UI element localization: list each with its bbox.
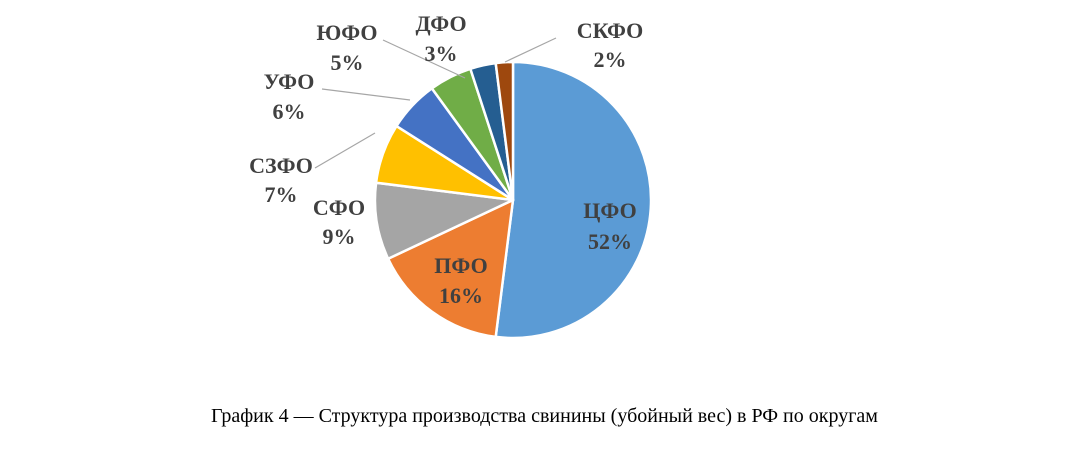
data-label-ПФО: ПФО 16% <box>434 253 487 308</box>
figure-caption: График 4 — Структура производства свинин… <box>211 405 878 427</box>
data-labels: ЦФО 52% ПФО 16% СФО 9% СЗФО 7% УФО 6% ЮФО 5% ДФО 3% СК… <box>249 11 643 308</box>
data-label-value: 9% <box>323 224 356 249</box>
data-label-СЗФО: СЗФО 7% <box>249 153 313 207</box>
pie-slice-ЦФО <box>494 60 653 340</box>
data-label-name: ПФО <box>434 253 487 278</box>
data-label-name: СЗФО <box>249 153 313 178</box>
data-label-value: 5% <box>331 50 364 75</box>
leader-line-УФО <box>321 88 411 101</box>
data-label-СКФО: СКФО 2% <box>577 18 643 72</box>
data-label-value: 2% <box>594 47 627 72</box>
data-label-ДФО: ДФО 3% <box>415 11 466 66</box>
data-label-name: ДФО <box>415 11 466 36</box>
leader-line-ЮФО <box>382 39 466 79</box>
pie-slice-ПФО <box>386 198 515 339</box>
data-label-name: УФО <box>264 69 315 94</box>
pie-slice-СКФО <box>494 60 515 202</box>
data-label-value: 3% <box>425 41 458 66</box>
leader-line-СЗФО <box>314 132 376 169</box>
data-label-name: СФО <box>313 195 365 220</box>
leader-line-СКФО <box>504 37 557 63</box>
data-label-name: СКФО <box>577 18 643 43</box>
data-label-ЦФО: ЦФО 52% <box>583 198 636 254</box>
data-label-ЮФО: ЮФО 5% <box>316 20 377 75</box>
data-label-name: ЮФО <box>316 20 377 45</box>
pie-chart: ЦФО 52% ПФО 16% СФО 9% СЗФО 7% УФО 6% ЮФО 5% ДФО 3% СК… <box>249 11 653 340</box>
leader-lines <box>314 37 557 169</box>
pie-slices <box>373 60 653 340</box>
data-label-value: 16% <box>439 283 483 308</box>
data-label-СФО: СФО 9% <box>313 195 365 249</box>
data-label-value: 52% <box>588 229 632 254</box>
data-label-value: 7% <box>265 182 298 207</box>
data-label-value: 6% <box>273 99 306 124</box>
data-label-УФО: УФО 6% <box>264 69 315 124</box>
data-label-name: ЦФО <box>583 198 636 223</box>
